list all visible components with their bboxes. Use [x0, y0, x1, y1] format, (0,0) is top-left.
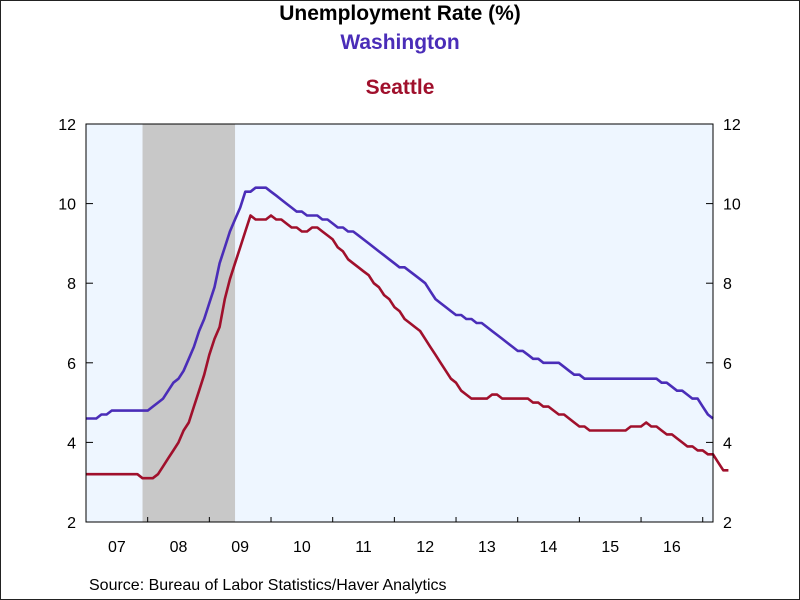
y-tick-label-left: 8 [67, 276, 76, 293]
y-tick-label-left: 12 [58, 117, 76, 134]
x-tick-label: 14 [540, 539, 558, 556]
y-tick-label-right: 12 [723, 117, 741, 134]
x-tick-label: 08 [170, 539, 188, 556]
x-tick-label: 10 [293, 539, 311, 556]
chart-title: Unemployment Rate (%) [279, 2, 521, 25]
y-tick-label-right: 10 [723, 197, 741, 214]
axis-layer: 2 2 4 4 6 6 8 8 10 10 12 12 07 08 09 10 11 12 13 14 15 16 [58, 117, 741, 556]
x-tick-label: 11 [355, 539, 372, 556]
legend-seattle: Seattle [365, 76, 435, 99]
source-note: Source: Bureau of Labor Statistics/Haver… [89, 577, 447, 594]
x-tick-label: 12 [416, 539, 434, 556]
y-tick-label-left: 10 [58, 197, 76, 214]
legend-washington: Washington [340, 31, 460, 54]
y-tick-label-right: 8 [723, 276, 732, 293]
x-tick-label: 15 [601, 539, 619, 556]
x-tick-label: 07 [108, 539, 126, 556]
x-tick-label: 16 [663, 539, 681, 556]
plot-border [85, 123, 714, 523]
y-tick-label-left: 4 [67, 435, 76, 452]
x-tick-label: 09 [231, 539, 249, 556]
series-line-washington [86, 186, 714, 420]
series-line-seattle [86, 214, 729, 480]
y-tick-label-left: 6 [67, 356, 76, 373]
x-tick-label: 13 [478, 539, 496, 556]
series-layer [86, 186, 729, 480]
y-tick-label-right: 6 [723, 356, 732, 373]
y-tick-label-right: 4 [723, 435, 732, 452]
y-tick-label-right: 2 [723, 515, 732, 532]
y-tick-label-left: 2 [67, 515, 76, 532]
